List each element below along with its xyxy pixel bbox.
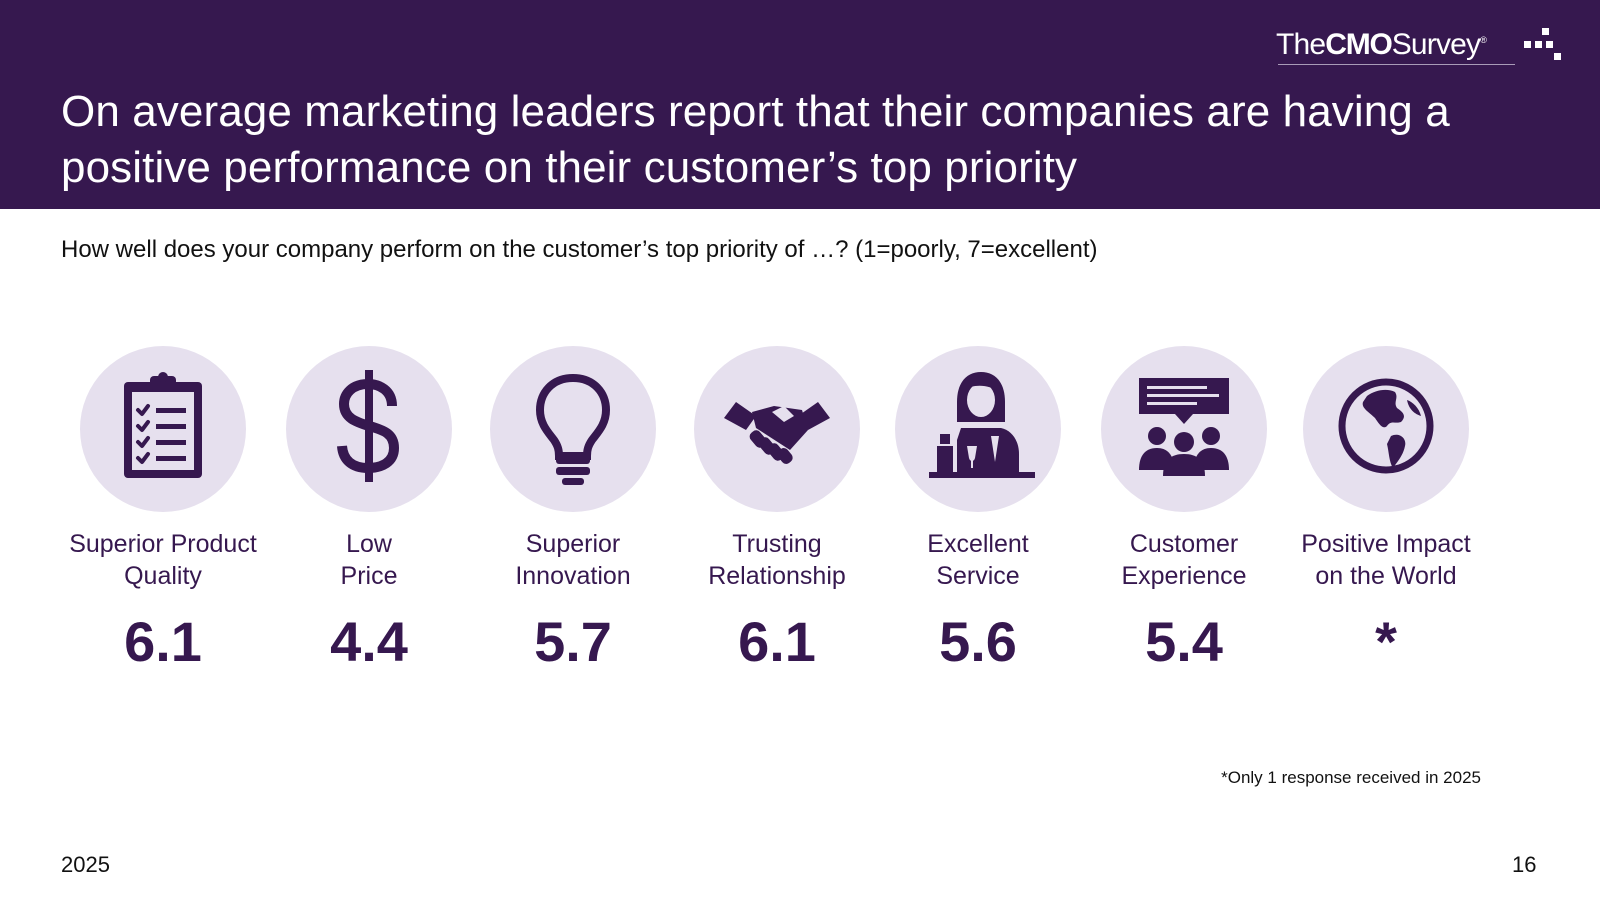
icon-circle <box>1101 346 1267 512</box>
priority-label-line1: Positive Impact <box>1301 530 1471 558</box>
group-chat-icon <box>1139 378 1229 476</box>
priority-label-line2: Relationship <box>708 562 846 590</box>
priority-score: 5.4 <box>1145 610 1223 673</box>
logo-survey: Survey <box>1391 28 1481 61</box>
logo-square <box>1546 41 1553 48</box>
priority-label-line2: Service <box>936 562 1020 590</box>
logo-square <box>1542 28 1549 35</box>
logo-square <box>1554 53 1561 60</box>
priority-score: 5.7 <box>534 610 612 673</box>
server-person-icon <box>929 372 1035 478</box>
priority-label-line1: Low <box>346 530 392 558</box>
priority-label-line2: Quality <box>124 562 202 590</box>
priority-label-line2: Price <box>340 562 398 590</box>
clipboard-checklist-icon <box>124 372 202 478</box>
icon-circle <box>694 346 860 512</box>
priority-item-relationship: Trusting Relationship 6.1 <box>662 346 892 672</box>
logo-underline <box>1278 64 1515 65</box>
logo-square <box>1535 41 1542 48</box>
priority-label-line2: on the World <box>1315 562 1457 590</box>
priority-score: 6.1 <box>738 610 816 673</box>
header-banner: On average marketing leaders report that… <box>0 0 1600 209</box>
page-title: On average marketing leaders report that… <box>61 87 1450 192</box>
priority-item-world-impact: Positive Impact on the World * <box>1271 346 1501 672</box>
priority-label-line1: Superior <box>525 530 621 558</box>
priority-item-product-quality: Superior Product Quality 6.1 <box>48 346 278 672</box>
priority-score: * <box>1375 610 1397 673</box>
logo-registered-mark: ® <box>1480 35 1487 45</box>
priority-label: Positive Impact on the World <box>1271 528 1501 592</box>
priority-label-line1: Excellent <box>927 530 1029 558</box>
globe-icon <box>1338 378 1434 474</box>
priority-item-service: Excellent Service 5.6 <box>863 346 1093 672</box>
priority-item-innovation: Superior Innovation 5.7 <box>458 346 688 672</box>
priority-score: 6.1 <box>124 610 202 673</box>
footnote: *Only 1 response received in 2025 <box>1221 768 1481 787</box>
lightbulb-icon <box>535 373 611 485</box>
priority-label-line1: Trusting <box>732 530 822 558</box>
priority-label: Trusting Relationship <box>662 528 892 592</box>
priority-item-customer-experience: Customer Experience 5.4 <box>1069 346 1299 672</box>
footer-year: 2025 <box>61 852 110 877</box>
priority-label: Superior Innovation <box>458 528 688 592</box>
icon-circle <box>80 346 246 512</box>
page-number: 16 <box>1512 852 1537 877</box>
priority-label-line2: Innovation <box>515 562 631 590</box>
survey-question: How well does your company perform on th… <box>61 236 1098 263</box>
icon-circle <box>1303 346 1469 512</box>
handshake-icon <box>724 402 830 464</box>
priority-label: Superior Product Quality <box>48 528 278 592</box>
dollar-sign-icon <box>337 370 400 482</box>
priority-score: 4.4 <box>330 610 408 673</box>
priority-label-line1: Customer <box>1129 530 1239 558</box>
priority-label: Low Price <box>254 528 484 592</box>
icon-circle <box>895 346 1061 512</box>
priority-item-low-price: Low Price 4.4 <box>254 346 484 672</box>
priority-label: Excellent Service <box>863 528 1093 592</box>
icon-circle <box>286 346 452 512</box>
logo-the: The <box>1276 28 1326 61</box>
logo-cmo: CMO <box>1325 28 1393 61</box>
priority-label-line1: Superior Product <box>69 530 257 558</box>
priority-label: Customer Experience <box>1069 528 1299 592</box>
priority-score: 5.6 <box>939 610 1017 673</box>
cmo-survey-logo: TheCMOSurvey® <box>1276 26 1566 70</box>
icon-circle <box>490 346 656 512</box>
priority-label-line2: Experience <box>1121 562 1247 590</box>
logo-square <box>1524 41 1531 48</box>
